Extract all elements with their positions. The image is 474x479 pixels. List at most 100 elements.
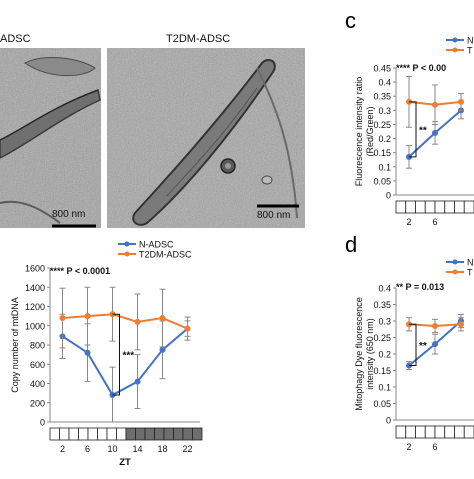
light-phase-box (405, 200, 416, 214)
light-phase-box (68, 427, 79, 441)
significance-stars: ** (419, 341, 427, 352)
light-phase-box (78, 427, 89, 441)
panel-c: 0 0.05 0.1 0.15 0.2 0.25 0.3 0.35 0.4 0.45 Fluores… (340, 0, 474, 240)
legend-marker-1 (452, 269, 458, 275)
light-phase-box (116, 427, 127, 441)
y-axis-label: Copy number of mtDNA (10, 297, 20, 393)
dark-phase-box (154, 427, 165, 441)
chart-fluorescence-ratio: 0 0.05 0.1 0.15 0.2 0.25 0.3 0.35 0.4 0.45 Fluores… (354, 36, 474, 227)
p-value-annotation: **** P < 0.00 (396, 63, 446, 73)
light-phase-box (415, 425, 426, 439)
legend-marker-1 (452, 47, 458, 53)
data-point-1 (84, 313, 91, 320)
x-tick-label: 2 (60, 444, 65, 454)
x-tick-label: 10 (107, 444, 117, 454)
y-tick-label: 0.25 (373, 120, 391, 130)
light-phase-box (434, 200, 446, 214)
y-tick-label: 0.3 (378, 317, 391, 327)
y-tick-label: 0 (386, 416, 391, 426)
y-tick-label: 800 (30, 341, 45, 351)
y-tick-label: 1200 (25, 302, 45, 312)
x-axis-label: ZT (119, 457, 131, 468)
scale-label-left: 800 nm (52, 209, 86, 220)
y-tick-label: 400 (30, 379, 45, 389)
dark-phase-box (163, 427, 174, 441)
significance-bracket (409, 323, 417, 367)
panel-letter-d: d (345, 232, 358, 257)
light-phase-box (97, 427, 108, 441)
dark-phase-box (144, 427, 155, 441)
light-phase-box (59, 427, 70, 441)
y-tick-label: 1400 (25, 283, 45, 293)
y-tick-label: 0.45 (373, 64, 391, 74)
data-point-1 (432, 322, 438, 329)
light-phase-box (454, 200, 465, 214)
panel-b: 0 200 400 600 800 1000 1200 1400 1600 Copy number… (0, 230, 330, 474)
significance-bracket (112, 313, 120, 396)
data-point-0 (134, 378, 141, 385)
light-phase-box (405, 425, 416, 439)
significance-stars: *** (123, 351, 135, 362)
data-point-1 (159, 315, 166, 322)
data-point-1 (134, 318, 141, 325)
y-tick-label: 0.05 (373, 399, 391, 409)
light-phase-box (444, 425, 455, 439)
dark-phase-box (173, 427, 184, 441)
y-axis-label: (Red/Green) (365, 106, 375, 156)
light-phase-box (454, 425, 465, 439)
scale-label-right: 800 nm (257, 210, 291, 221)
data-point-1 (432, 101, 438, 108)
chart-mitophagy-dye: 0 0.05 0.1 0.15 0.2 0.25 0.3 0.35 0.4 Mitophagy D… (354, 258, 474, 452)
em-image-left: 800 nm (0, 48, 101, 228)
light-phase-box (434, 425, 446, 439)
light-phase-box (444, 200, 455, 214)
p-value-annotation: **** P < 0.0001 (50, 266, 110, 276)
legend-label-1: T (467, 46, 473, 56)
legend-marker-0 (452, 37, 458, 43)
x-tick-label: 6 (432, 217, 437, 227)
y-tick-label: 200 (30, 398, 45, 408)
data-point-1 (458, 98, 464, 105)
y-tick-label: 0.4 (378, 78, 391, 88)
y-tick-label: 1000 (25, 321, 45, 331)
y-tick-label: 0.35 (373, 300, 391, 310)
y-tick-label: 0.15 (373, 148, 391, 158)
y-tick-label: 0 (386, 191, 391, 201)
series-line-0 (61, 327, 189, 397)
legend-label-0: N (467, 258, 474, 268)
y-tick-label: 0.1 (378, 162, 391, 172)
y-tick-label: 0.3 (378, 106, 391, 116)
panel-a: ADSC T2DM-ADSC 800 nm (0, 0, 330, 240)
data-point-0 (432, 341, 438, 348)
dark-phase-box (135, 427, 146, 441)
x-tick-label: 22 (182, 444, 192, 454)
light-phase-box (424, 200, 436, 214)
light-phase-box (463, 425, 474, 439)
data-point-0 (432, 129, 438, 136)
dark-phase-box (125, 427, 136, 441)
light-phase-box (395, 200, 407, 214)
legend-label-1: T (467, 268, 473, 278)
light-phase-box (463, 200, 474, 214)
y-tick-label: 0 (40, 418, 45, 428)
dark-phase-box (192, 427, 203, 441)
y-tick-label: 1600 (25, 264, 45, 274)
y-tick-label: 0.35 (373, 92, 391, 102)
x-tick-label: 6 (432, 442, 437, 452)
light-phase-box (49, 427, 60, 441)
y-axis-label: Mitophagy Dye fluorescence (354, 297, 364, 411)
em-label-right: T2DM-ADSC (166, 33, 231, 45)
x-tick-label: 6 (85, 444, 90, 454)
series-line-1 (62, 313, 188, 330)
significance-bracket (409, 101, 417, 158)
y-tick-label: 0.2 (378, 134, 391, 144)
light-phase-box (87, 427, 98, 441)
y-axis-label: intensity (650 nm) (365, 318, 375, 390)
y-tick-label: 0.2 (378, 350, 391, 360)
panel-letter-c: c (345, 8, 356, 33)
legend-marker-1 (124, 251, 130, 257)
y-tick-label: 0.25 (373, 333, 391, 343)
legend-label-0: N (467, 36, 474, 46)
legend-label-1: T2DM-ADSC (139, 250, 192, 260)
data-point-1 (59, 315, 66, 322)
